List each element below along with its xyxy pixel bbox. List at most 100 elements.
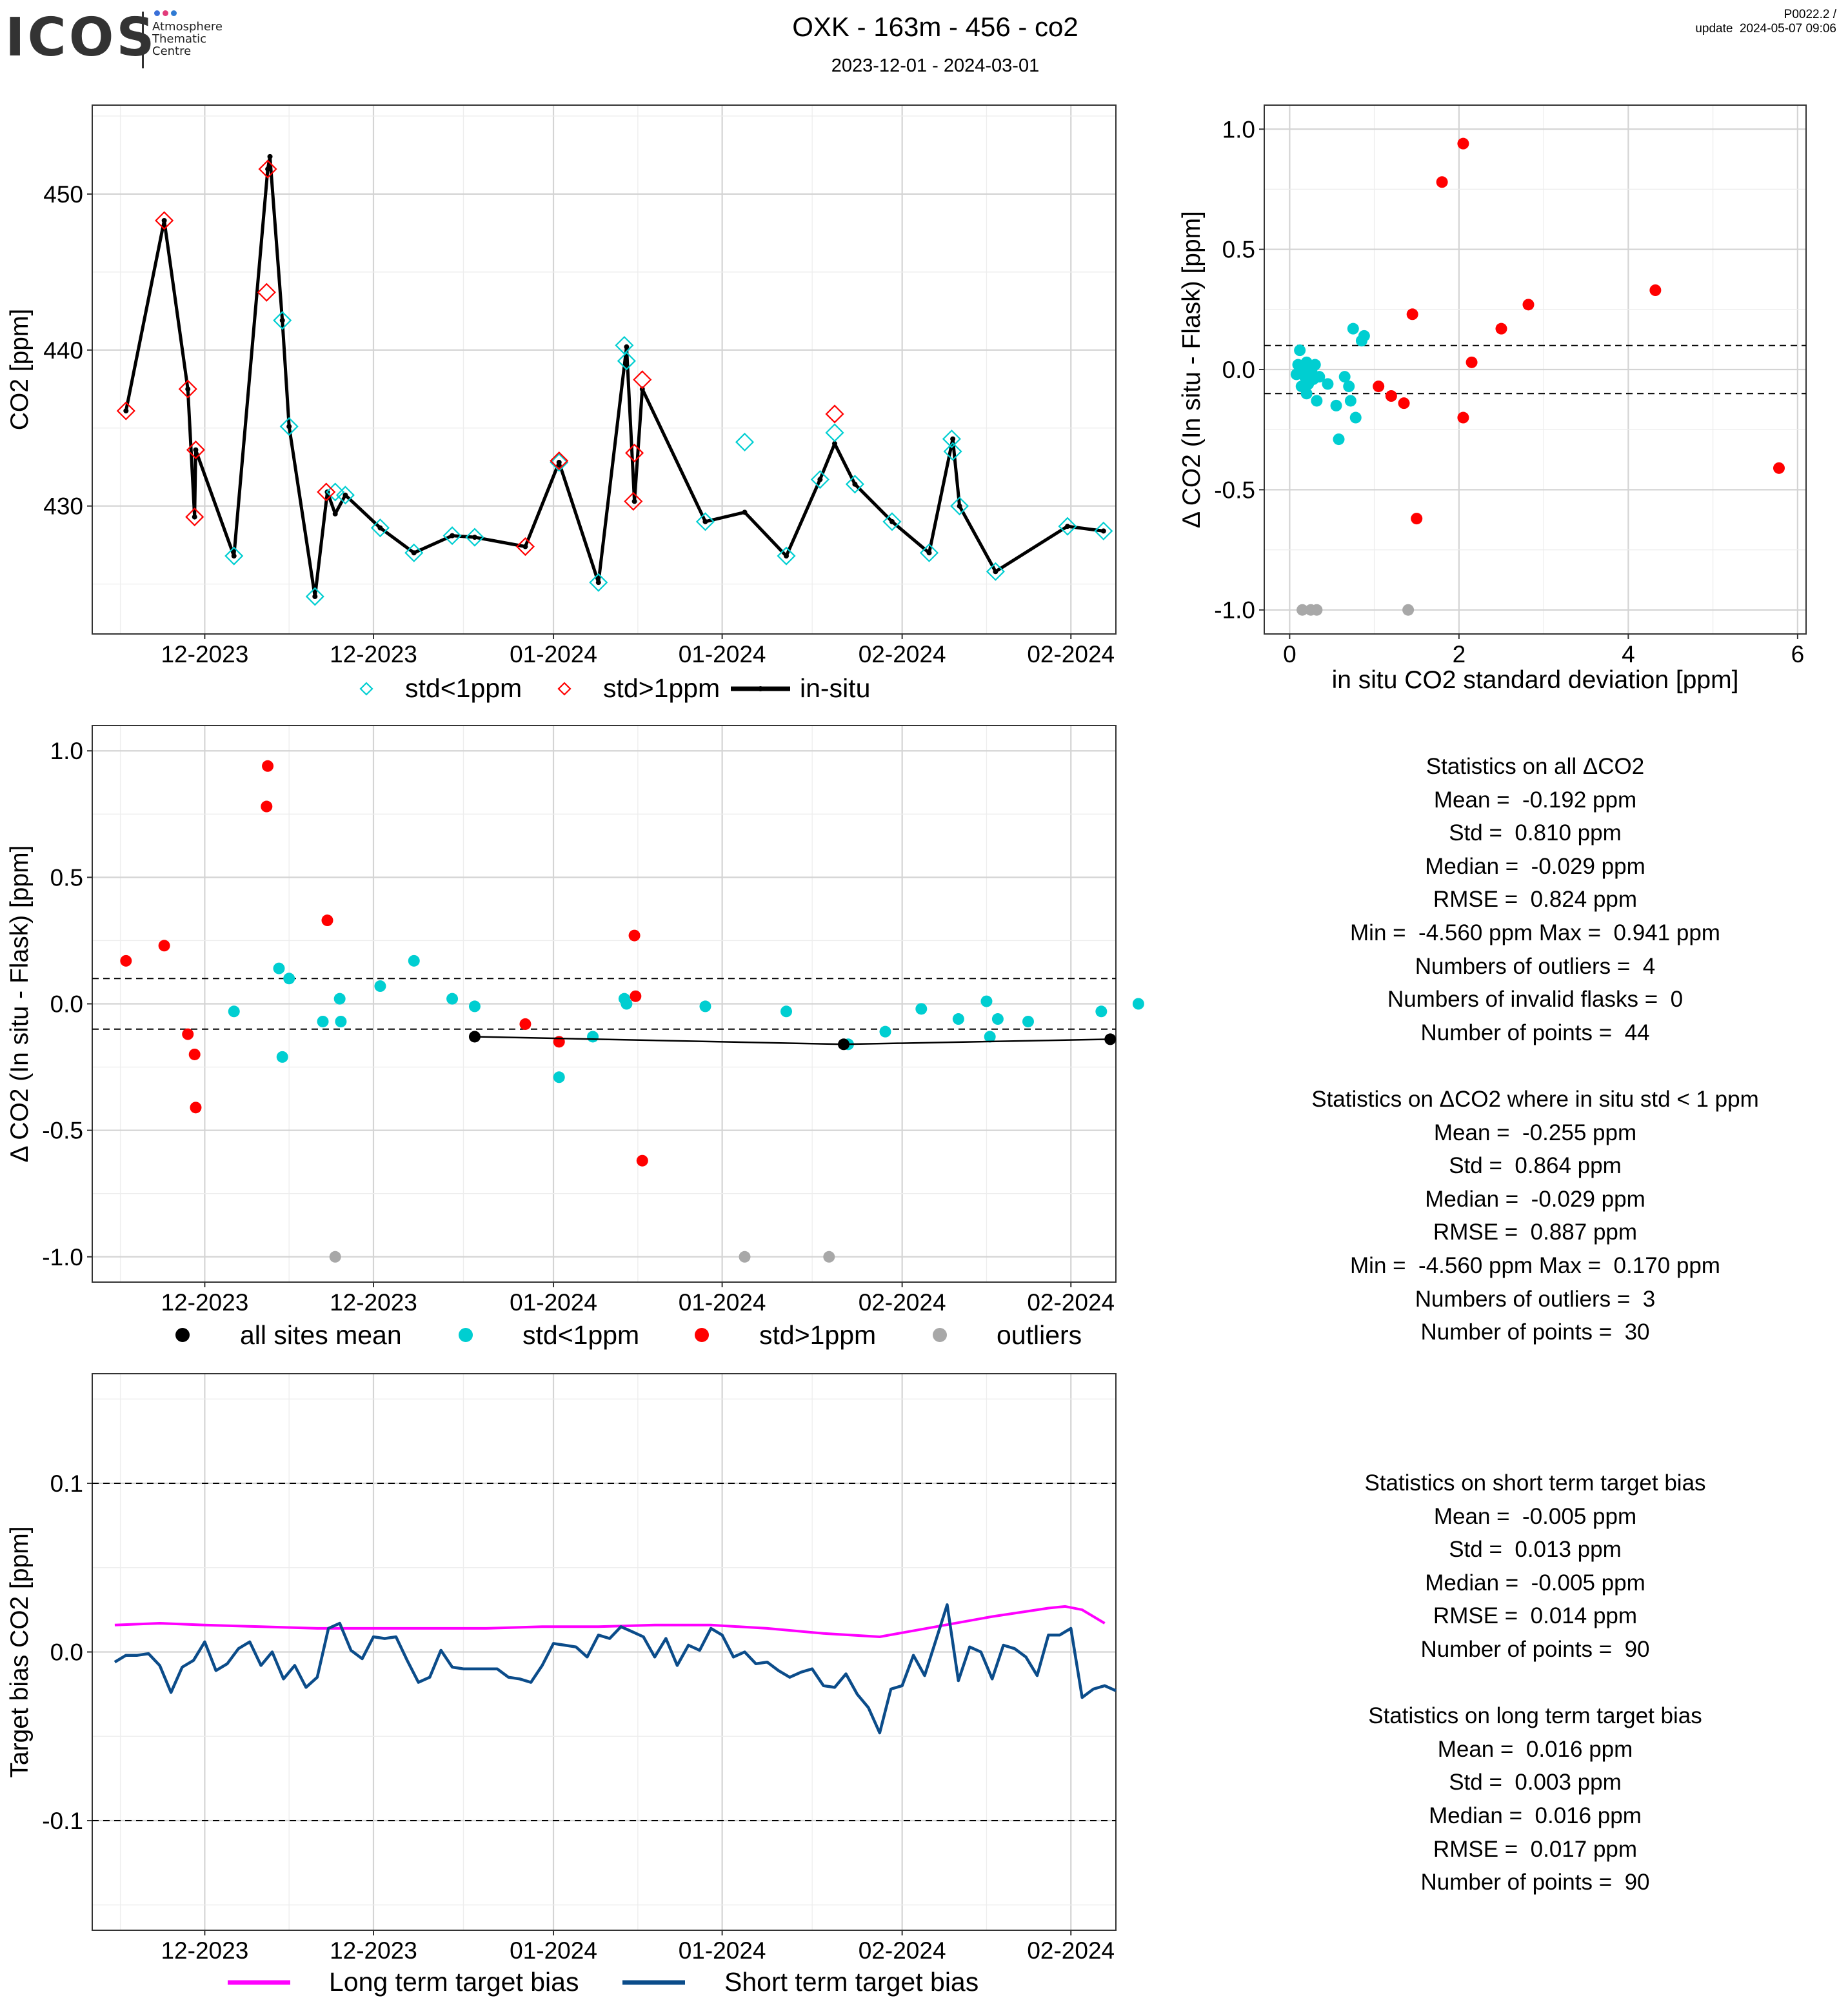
outlier-point (739, 1251, 751, 1263)
std-gt-1-point (1465, 356, 1478, 368)
all-sites-mean-point (1104, 1033, 1117, 1045)
diamond-std-lt-1 (617, 351, 636, 371)
std-gt-1-point (321, 915, 333, 927)
in-situ-point (312, 593, 318, 599)
diamond-std-lt-1 (370, 518, 390, 538)
stats-line: Median = -0.029 ppm (1425, 1186, 1645, 1212)
std-lt-1-point (1349, 411, 1362, 424)
std-gt-1-point (1457, 411, 1469, 424)
legend-swatch-outliers (933, 1328, 947, 1342)
in-situ-point (556, 459, 562, 465)
diamond-std-gt-1 (624, 491, 643, 511)
stats-line: Statistics on long term target bias (1368, 1703, 1702, 1729)
std-lt-1-point (273, 962, 285, 974)
legend-swatch-std-lt-1 (359, 682, 373, 696)
std-gt-1-point (1373, 381, 1385, 393)
stats-line: RMSE = 0.017 ppm (1433, 1836, 1638, 1862)
y-axis-label: Δ CO2 (In situ - Flask) [ppm] (6, 845, 34, 1163)
legend-label: std>1ppm (759, 1320, 876, 1350)
diamond-std-lt-1 (1058, 517, 1077, 536)
in-situ-point (742, 509, 748, 515)
legend-label: outliers (997, 1320, 1082, 1350)
in-situ-point (702, 519, 708, 524)
in-situ-point (286, 424, 292, 430)
diamond-std-gt-1 (186, 440, 205, 460)
stats-line: Statistics on ΔCO2 where in situ std < 1… (1311, 1086, 1759, 1112)
x-tick-label: 02-2024 (1027, 641, 1115, 667)
in-situ-point (522, 544, 528, 549)
stats-line: Median = -0.005 ppm (1425, 1570, 1645, 1596)
std-gt-1-point (1406, 308, 1418, 321)
std-lt-1-point (1343, 381, 1355, 393)
legend-label: Short term target bias (724, 1967, 979, 1997)
chart-scatter: -1.0 -0.5 0.0 0.5 1.0 0 2 4 6 Δ CO2 (In situ - Fl… (1178, 104, 1807, 694)
stats-line: RMSE = 0.824 ppm (1433, 887, 1638, 913)
x-tick-label: 01-2024 (510, 1289, 597, 1316)
plot-area (92, 105, 1116, 634)
std-gt-1-point (1495, 322, 1507, 335)
legend-label: std>1ppm (603, 673, 720, 703)
std-lt-1-point (317, 1015, 329, 1027)
stats-line: Min = -4.560 ppm Max = 0.170 ppm (1350, 1252, 1720, 1278)
diamond-std-lt-1 (882, 512, 902, 531)
in-situ-point (926, 550, 932, 556)
std-lt-1-point (980, 995, 993, 1007)
in-situ-point (472, 535, 477, 540)
std-lt-1-point (335, 1015, 347, 1027)
diamond-std-lt-1 (442, 526, 462, 546)
stats-line: Std = 0.003 ppm (1449, 1770, 1622, 1795)
stats-line: Mean = -0.192 ppm (1433, 787, 1637, 813)
in-situ-point (1065, 524, 1071, 529)
in-situ-point (450, 533, 455, 539)
diamond-std-lt-1 (273, 311, 292, 330)
diamond-std-lt-1 (550, 453, 569, 472)
x-tick-label: 12-2023 (161, 1289, 248, 1316)
std-lt-1-point (1358, 330, 1370, 342)
std-lt-1-point (1322, 378, 1334, 390)
stats-line: Number of points = 90 (1420, 1870, 1650, 1895)
legend-delta: all sites mean std<1ppm std>1ppm outliers (175, 1320, 1082, 1350)
std-gt-1-point (1411, 513, 1423, 525)
std-lt-1-point (374, 980, 386, 993)
stats-line: Numbers of outliers = 4 (1415, 953, 1656, 979)
std-lt-1-point (1022, 1015, 1034, 1027)
std-lt-1-point (408, 954, 420, 967)
std-lt-1-point (228, 1005, 240, 1018)
in-situ-point (411, 550, 417, 556)
std-gt-1-point (1773, 462, 1785, 474)
in-situ-point (832, 440, 838, 446)
std-gt-1-point (190, 1102, 202, 1114)
diamond-std-lt-1 (589, 573, 608, 592)
in-situ-point (185, 386, 191, 392)
all-sites-mean-point (468, 1031, 481, 1043)
stats-line: Median = 0.016 ppm (1429, 1803, 1642, 1828)
x-tick-label: 12-2023 (161, 1937, 248, 1964)
std-lt-1-point (283, 973, 295, 985)
chart-timeseries: 430 440 450 12-2023 12-2023 01-2024 01-2024 02-… (6, 104, 1117, 667)
in-situ-point (631, 499, 637, 504)
stats-bias-panel: Statistics on short term target bias Mean… (1200, 1467, 1848, 1899)
x-tick-label: 02-2024 (859, 1289, 946, 1316)
all-sites-mean-point (837, 1038, 849, 1051)
y-tick-label: 0.5 (1222, 237, 1255, 263)
stats-line: Std = 0.810 ppm (1449, 820, 1622, 846)
diamond-std-lt-1 (845, 475, 864, 494)
std-gt-1-point (1385, 390, 1397, 402)
diamond-std-gt-1 (185, 508, 204, 527)
in-situ-point (377, 525, 383, 531)
x-tick-label: 01-2024 (679, 1937, 766, 1964)
x-tick-label: 0 (1283, 641, 1297, 667)
std-lt-1-point (984, 1031, 996, 1043)
diamond-std-lt-1 (279, 417, 299, 436)
std-lt-1-point (1338, 371, 1351, 383)
diamond-std-lt-1 (465, 528, 484, 547)
logo-dot-blue-2 (171, 10, 177, 16)
legend-target-bias: Long term target bias Short term target b… (228, 1967, 979, 1997)
y-tick-label: 0.5 (50, 864, 83, 891)
y-tick-label: -0.1 (42, 1808, 83, 1834)
in-situ-point (279, 317, 285, 323)
std-gt-1-point (1398, 397, 1410, 410)
x-tick-label: 02-2024 (859, 1937, 946, 1964)
in-situ-point (123, 408, 129, 414)
